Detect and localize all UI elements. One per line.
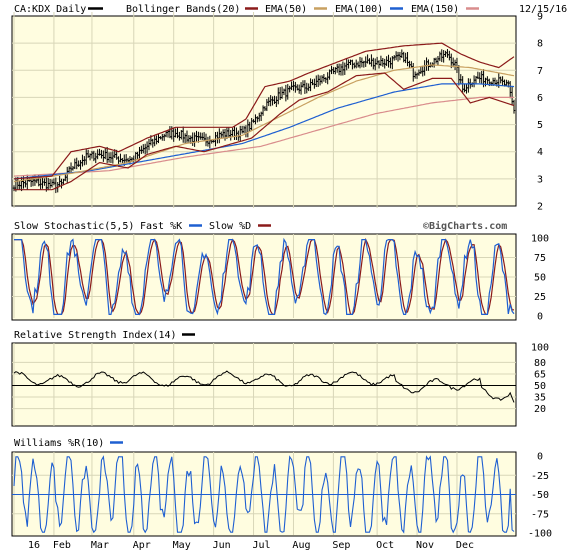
- ohlc-bar: [512, 99, 516, 114]
- williams-title: Williams %R(10): [14, 438, 104, 449]
- rsi-tick-label: 100: [531, 343, 549, 354]
- rsi-tick-label: 80: [534, 358, 546, 369]
- month-tick-label: Jul: [253, 540, 271, 551]
- rsi-line: [13, 370, 515, 403]
- month-tick-label: Sep: [332, 540, 350, 551]
- stochastic-tick-label: 25: [534, 292, 546, 303]
- price-tick-label: 4: [537, 147, 543, 158]
- williams-tick-label: -75: [531, 509, 549, 520]
- month-tick-label: 16: [28, 540, 40, 551]
- stochastic-series: [14, 237, 515, 316]
- price-tick-label: 7: [537, 66, 543, 77]
- williams-tick-label: -100: [528, 529, 552, 540]
- price-tick-label: 8: [537, 39, 543, 50]
- williams-tick-label: -50: [531, 490, 549, 501]
- bollinger-upper-line: [13, 42, 515, 180]
- stochastic-tick-label: 75: [534, 253, 546, 264]
- date-label: 12/15/16: [519, 4, 567, 15]
- rsi-title: Relative Strength Index(14): [14, 330, 177, 341]
- legend-bollinger: Bollinger Bands(20): [126, 4, 240, 15]
- month-tick-label: Nov: [416, 540, 434, 551]
- legend-fast-k: Fast %K: [140, 221, 182, 232]
- month-tick-label: Dec: [456, 540, 474, 551]
- rsi-tick-label: 20: [534, 404, 546, 415]
- legend-slow-d: Slow %D: [209, 221, 251, 232]
- stochastic-tick-label: 0: [537, 312, 543, 323]
- rsi-series: [12, 370, 516, 403]
- williams-tick-label: 0: [537, 452, 543, 463]
- month-tick-label: May: [173, 540, 191, 551]
- fast-k-line: [14, 237, 515, 316]
- month-tick-label: Mar: [91, 540, 109, 551]
- price-tick-label: 9: [537, 12, 543, 23]
- williams-series: [12, 455, 516, 534]
- ema50-line: [13, 64, 515, 183]
- rsi-tick-label: 65: [534, 369, 546, 380]
- williams-tick-label: -25: [531, 471, 549, 482]
- price-tick-label: 3: [537, 174, 543, 185]
- price-series: [12, 42, 516, 194]
- month-tick-label: Feb: [53, 540, 71, 551]
- price-tick-label: 5: [537, 120, 543, 131]
- legend-ema150: EMA(150): [411, 4, 459, 15]
- stochastic-tick-label: 50: [534, 273, 546, 284]
- rsi-pane-bg: [11, 342, 517, 427]
- ema150-line: [13, 96, 514, 177]
- month-tick-label: Oct: [376, 540, 394, 551]
- rsi-tick-label: 50: [534, 381, 546, 392]
- ema100-line: [13, 83, 515, 180]
- month-tick-label: Jun: [213, 540, 231, 551]
- axis-labels: 2345678902550751002035506580100-100-75-5…: [28, 12, 552, 552]
- rsi-tick-label: 35: [534, 393, 546, 404]
- month-tick-label: Aug: [292, 540, 310, 551]
- price-tick-label: 2: [537, 202, 543, 213]
- slow-d-line: [14, 237, 515, 316]
- price-pane-bg: [11, 15, 517, 207]
- ticker-label: CA:KDX Daily: [14, 4, 86, 15]
- stochastic-tick-label: 100: [531, 234, 549, 245]
- bollinger-lower-line: [14, 72, 515, 191]
- legend-ema50: EMA(50): [265, 4, 307, 15]
- stochastic-title: Slow Stochastic(5,5): [14, 221, 134, 232]
- month-tick-label: Apr: [133, 540, 151, 551]
- legend-ema100: EMA(100): [335, 4, 383, 15]
- williams-line: [13, 455, 515, 534]
- price-tick-label: 6: [537, 93, 543, 104]
- watermark: ©BigCharts.com: [423, 220, 507, 232]
